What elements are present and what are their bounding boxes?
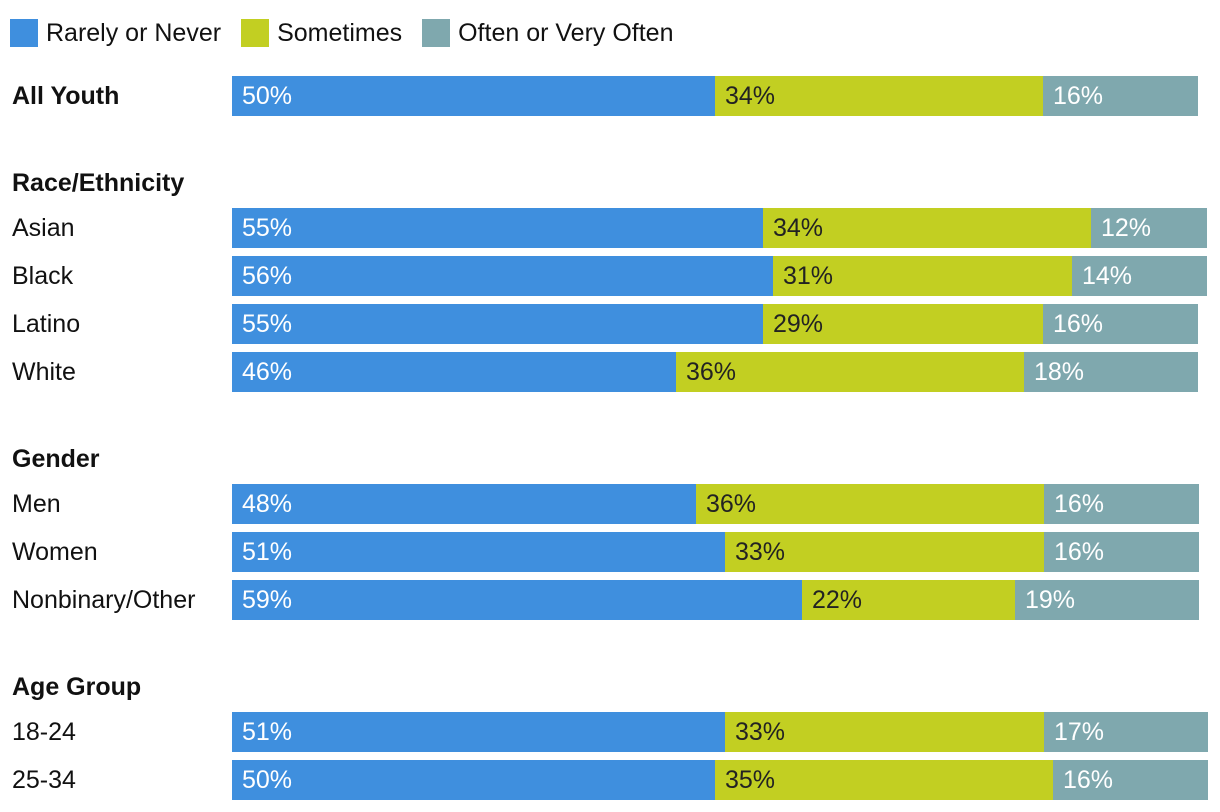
bar-value-label: 33% (735, 538, 786, 566)
group-label: Race/Ethnicity (12, 169, 185, 197)
bar-segment-rarely-never: 59% (232, 580, 802, 620)
group-label: Gender (12, 445, 100, 473)
bar-value-label: 29% (773, 310, 824, 338)
legend-swatch-rarely-never (10, 19, 38, 47)
bar-value-label: 22% (812, 586, 863, 614)
bar-segment-often: 12% (1091, 208, 1207, 248)
legend-item-rarely-never: Rarely or Never (10, 19, 221, 48)
bar-segment-sometimes: 35% (715, 760, 1053, 800)
bar-value-label: 46% (242, 358, 293, 386)
bar-row: 55% 34% 12% (232, 208, 1207, 248)
group-label: Age Group (12, 673, 142, 701)
row-label: White (12, 358, 76, 386)
row-label: Women (12, 538, 98, 566)
row-label: Black (12, 262, 74, 290)
bar-value-label: 12% (1101, 214, 1152, 242)
bar-value-label: 31% (783, 262, 834, 290)
bar-segment-rarely-never: 50% (232, 760, 715, 800)
bar-segment-sometimes: 36% (676, 352, 1024, 392)
legend-item-often: Often or Very Often (422, 18, 674, 48)
bar-value-label: 34% (725, 82, 776, 110)
bar-value-label: 14% (1082, 262, 1133, 290)
bar-value-label: 16% (1054, 538, 1105, 566)
bar-segment-often: 16% (1044, 484, 1199, 524)
bar-value-label: 16% (1053, 82, 1104, 110)
bar-segment-rarely-never: 48% (232, 484, 696, 524)
bar-value-label: 56% (242, 262, 293, 290)
bar-segment-sometimes: 31% (773, 256, 1072, 296)
bar-value-label: 51% (242, 718, 293, 746)
bar-value-label: 50% (242, 766, 293, 794)
bar-value-label: 36% (706, 490, 757, 518)
bar-value-label: 36% (686, 358, 737, 386)
row-label: Asian (12, 214, 75, 242)
bar-value-label: 55% (242, 214, 293, 242)
bar-value-label: 50% (242, 82, 293, 110)
bar-segment-sometimes: 33% (725, 532, 1044, 572)
bar-value-label: 16% (1053, 310, 1104, 338)
bar-row: 51% 33% 16% (232, 532, 1199, 572)
bar-segment-rarely-never: 51% (232, 532, 725, 572)
bar-segment-often: 16% (1043, 76, 1198, 116)
bar-segment-often: 16% (1044, 532, 1199, 572)
legend-swatch-often (422, 19, 451, 47)
bar-row: 50% 35% 16% (232, 760, 1208, 800)
bar-segment-often: 17% (1044, 712, 1208, 752)
bar-value-label: 48% (242, 490, 293, 518)
bar-row: 51% 33% 17% (232, 712, 1208, 752)
row-label: 18-24 (12, 718, 76, 746)
legend: Rarely or Never Sometimes Often or Very Of… (10, 18, 694, 48)
row-label: Latino (12, 310, 81, 338)
bar-value-label: 59% (242, 586, 293, 614)
bar-segment-rarely-never: 55% (232, 208, 763, 248)
bar-value-label: 17% (1054, 718, 1105, 746)
legend-swatch-sometimes (241, 19, 270, 47)
bar-value-label: 18% (1034, 358, 1085, 386)
bar-value-label: 34% (773, 214, 824, 242)
bar-row: 55% 29% 16% (232, 304, 1198, 344)
row-label: All Youth (12, 82, 120, 110)
bar-value-label: 16% (1063, 766, 1114, 794)
bar-value-label: 55% (242, 310, 293, 338)
bar-segment-rarely-never: 56% (232, 256, 773, 296)
row-label: 25-34 (12, 766, 76, 794)
bar-segment-rarely-never: 55% (232, 304, 763, 344)
bar-segment-rarely-never: 46% (232, 352, 676, 392)
bar-segment-sometimes: 29% (763, 304, 1043, 344)
bar-value-label: 33% (735, 718, 786, 746)
bar-value-label: 51% (242, 538, 293, 566)
bar-value-label: 35% (725, 766, 776, 794)
bar-segment-sometimes: 34% (763, 208, 1091, 248)
bar-row: 50% 34% 16% (232, 76, 1198, 116)
bar-row: 56% 31% 14% (232, 256, 1207, 296)
bar-segment-sometimes: 33% (725, 712, 1044, 752)
bar-segment-often: 18% (1024, 352, 1198, 392)
bar-segment-rarely-never: 51% (232, 712, 725, 752)
bar-segment-often: 14% (1072, 256, 1207, 296)
bar-segment-sometimes: 36% (696, 484, 1044, 524)
bar-segment-often: 19% (1015, 580, 1199, 620)
legend-label-sometimes: Sometimes (277, 18, 403, 47)
bar-value-label: 19% (1025, 586, 1076, 614)
bar-segment-sometimes: 22% (802, 580, 1015, 620)
row-label: Nonbinary/Other (12, 586, 196, 614)
bar-segment-rarely-never: 50% (232, 76, 715, 116)
bar-value-label: 16% (1054, 490, 1105, 518)
row-label: Men (12, 490, 61, 518)
bar-segment-sometimes: 34% (715, 76, 1043, 116)
legend-label-rarely-never: Rarely or Never (46, 18, 222, 47)
bar-row: 59% 22% 19% (232, 580, 1199, 620)
bar-segment-often: 16% (1053, 760, 1208, 800)
bar-segment-often: 16% (1043, 304, 1198, 344)
legend-item-sometimes: Sometimes (241, 19, 402, 48)
bar-row: 48% 36% 16% (232, 484, 1199, 524)
bar-row: 46% 36% 18% (232, 352, 1198, 392)
legend-label-often: Often or Very Often (458, 18, 674, 47)
